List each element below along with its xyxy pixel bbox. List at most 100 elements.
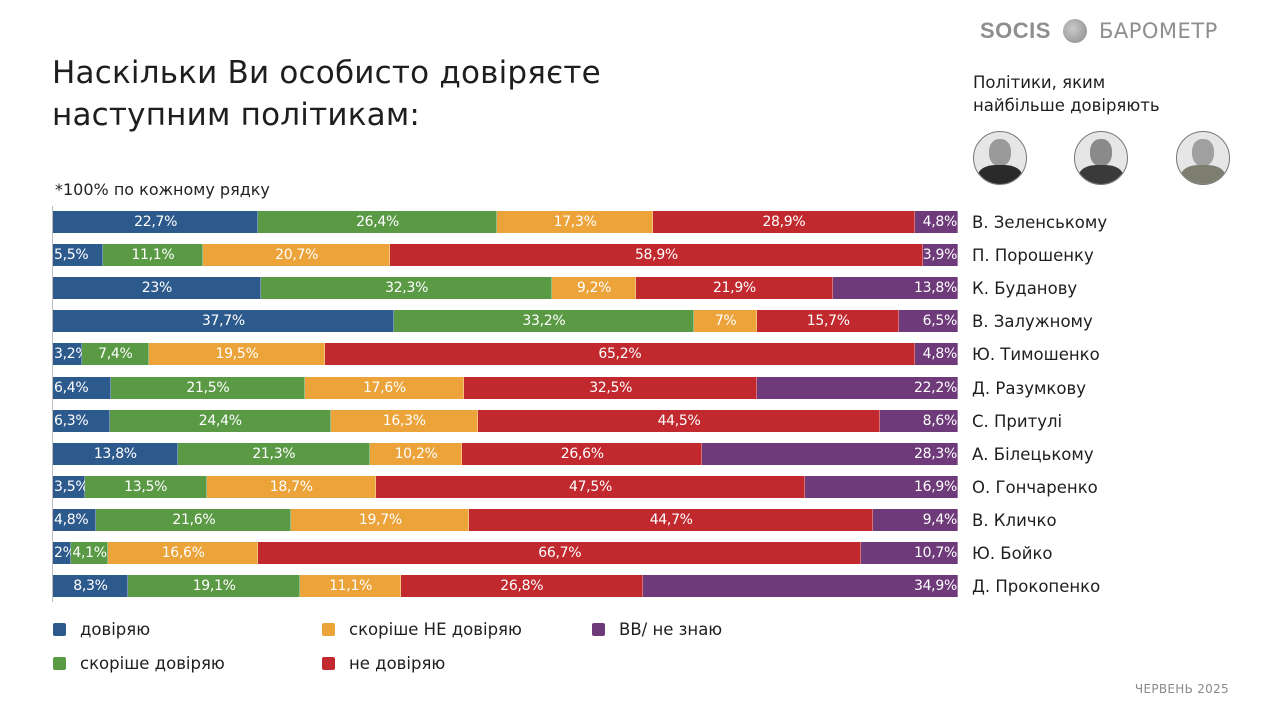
row-label: Ю. Тимошенко — [972, 345, 1100, 364]
data-label: 28,3% — [913, 446, 957, 462]
bar-row: 23% 32,3% 9,2% 21,9% 13,8% — [53, 277, 958, 299]
bar-segment-rather-not-trust: 17,3% — [496, 211, 654, 233]
bar-segment-rather-not-trust: 11,1% — [300, 575, 401, 597]
data-label: 11,1% — [329, 578, 373, 594]
data-label: 44,7% — [649, 512, 693, 528]
bar-segment-not-trust: 47,5% — [375, 476, 806, 498]
data-label: 5,5% — [54, 247, 89, 263]
bar-segment-rather-not-trust: 19,7% — [291, 509, 470, 531]
legend-swatch — [53, 623, 66, 636]
data-label: 26,8% — [500, 578, 544, 594]
legend-swatch — [53, 657, 66, 670]
barometer-label: БАРОМЕТР — [1098, 19, 1218, 43]
bar-segment-rather-trust: 32,3% — [260, 277, 553, 299]
bar-segment-rather-not-trust: 17,6% — [304, 377, 464, 399]
top-trusted-label: Політики, яким найбільше довіряють — [973, 71, 1160, 117]
row-label: Ю. Бойко — [972, 544, 1053, 563]
title-line-1: Наскільки Ви особисто довіряєте — [52, 55, 601, 91]
row-label: Д. Прокопенко — [972, 577, 1101, 596]
bar-segment-not-trust: 15,7% — [757, 310, 900, 332]
bar-segment-not-trust: 28,9% — [653, 211, 915, 233]
data-label: 21,9% — [712, 280, 756, 296]
legend-item-rather-trust: скоріше довіряю — [53, 654, 225, 673]
legend-item-rather-not-trust: скоріше НЕ довіряю — [322, 620, 522, 639]
chart-note: *100% по кожному рядку — [55, 180, 270, 199]
bar-segment-trust: 3,5% — [53, 476, 89, 498]
legend-label: скоріше НЕ довіряю — [349, 620, 522, 639]
bar-segment-trust: 37,7% — [53, 310, 394, 332]
row-label: В. Кличко — [972, 511, 1057, 530]
data-label: 65,2% — [598, 346, 642, 362]
bar-segment-trust: 6,4% — [53, 377, 111, 399]
bar-row: 3,5% 13,5% 18,7% 47,5% 16,9% — [53, 476, 958, 498]
socis-barometer-logo: SOCIS БАРОМЕТР — [980, 18, 1218, 44]
row-label: В. Залужному — [972, 312, 1093, 331]
data-label: 9,4% — [922, 512, 958, 528]
bar-segment-rather-trust: 11,1% — [102, 244, 204, 266]
portrait-photo — [973, 131, 1027, 185]
data-label: 10,7% — [914, 545, 957, 561]
bar-segment-dont-know: 8,6% — [880, 410, 958, 432]
data-label: 32,3% — [385, 280, 429, 296]
data-label: 7,4% — [98, 346, 133, 362]
data-label: 6,3% — [54, 413, 89, 429]
data-label: 17,6% — [362, 380, 406, 396]
data-label: 15,7% — [806, 313, 850, 329]
bar-row: 22,7% 26,4% 17,3% 28,9% 4,8% — [53, 211, 958, 233]
bar-segment-trust: 22,7% — [53, 211, 259, 233]
legend-item-not-trust: не довіряю — [322, 654, 445, 673]
data-label: 20,7% — [275, 247, 319, 263]
bar-segment-trust: 4,8% — [53, 509, 97, 531]
data-label: 16,3% — [382, 413, 426, 429]
bar-segment-rather-not-trust: 20,7% — [203, 244, 391, 266]
bar-row: 5,5% 11,1% 20,7% 58,9% 3,9% — [53, 244, 958, 266]
data-label: 34,9% — [913, 578, 957, 594]
socis-logo-text: SOCIS — [980, 18, 1051, 43]
bar-segment-dont-know: 9,4% — [873, 509, 958, 531]
data-label: 8,6% — [922, 413, 958, 429]
data-label: 24,4% — [198, 413, 242, 429]
bar-segment-trust: 2% — [53, 542, 76, 564]
bar-row: 13,8% 21,3% 10,2% 26,6% 28,3% — [53, 443, 958, 465]
bar-segment-rather-trust: 24,4% — [109, 410, 331, 432]
bar-segment-dont-know: 4,8% — [914, 343, 958, 365]
data-label: 16,9% — [913, 479, 957, 495]
bar-segment-not-trust: 65,2% — [325, 343, 915, 365]
data-label: 32,5% — [589, 380, 633, 396]
bar-segment-not-trust: 66,7% — [258, 542, 862, 564]
data-label: 11,1% — [131, 247, 175, 263]
row-label: В. Зеленському — [972, 213, 1108, 232]
legend-item-dont-know: ВВ/ не знаю — [592, 620, 722, 639]
data-label: 19,1% — [192, 578, 236, 594]
data-label: 8,3% — [73, 578, 108, 594]
bar-row: 37,7% 33,2% 7% 15,7% 6,5% — [53, 310, 958, 332]
bar-segment-trust: 6,3% — [53, 410, 110, 432]
bar-segment-dont-know: 10,7% — [861, 542, 958, 564]
survey-date: ЧЕРВЕНЬ 2025 — [1134, 682, 1229, 696]
bar-segment-rather-trust: 21,5% — [110, 377, 305, 399]
bar-row: 3,2% 7,4% 19,5% 65,2% 4,8% — [53, 343, 958, 365]
bar-row: 8,3% 19,1% 11,1% 26,8% 34,9% — [53, 575, 958, 597]
data-label: 2% — [54, 545, 76, 561]
bar-segment-rather-trust: 13,5% — [84, 476, 207, 498]
bar-segment-not-trust: 21,9% — [635, 277, 834, 299]
data-label: 21,6% — [172, 512, 216, 528]
bar-segment-rather-not-trust: 18,7% — [206, 476, 376, 498]
bar-segment-not-trust: 26,8% — [400, 575, 643, 597]
bar-segment-not-trust: 58,9% — [390, 244, 923, 266]
data-label: 28,9% — [762, 214, 806, 230]
data-label: 37,7% — [201, 313, 245, 329]
bar-segment-not-trust: 26,6% — [462, 443, 703, 465]
data-label: 26,6% — [560, 446, 604, 462]
row-label: П. Порошенку — [972, 246, 1094, 265]
bar-row: 4,8% 21,6% 19,7% 44,7% 9,4% — [53, 509, 958, 531]
data-label: 13,5% — [124, 479, 168, 495]
page-title: Наскільки Ви особисто довіряєте наступни… — [52, 52, 601, 136]
data-label: 33,2% — [522, 313, 566, 329]
top-trusted-photos — [973, 131, 1233, 187]
bar-segment-trust: 5,5% — [53, 244, 103, 266]
data-label: 21,5% — [186, 380, 230, 396]
bar-segment-not-trust: 44,7% — [469, 509, 874, 531]
bar-segment-dont-know: 13,8% — [833, 277, 958, 299]
data-label: 23% — [141, 280, 173, 296]
